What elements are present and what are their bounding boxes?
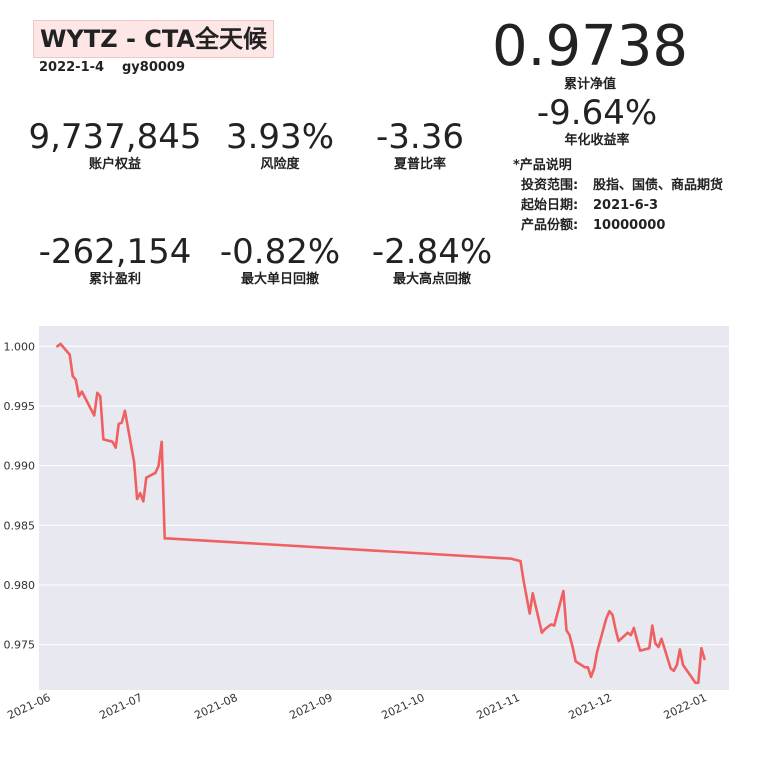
annual-return-metric: -9.64% 年化收益率 <box>497 94 697 150</box>
metric-value: -3.36 <box>376 117 464 157</box>
x-tick-label: 2022-01 <box>662 691 709 722</box>
x-tick-label: 2021-10 <box>380 691 427 722</box>
metric-value: -262,154 <box>38 232 192 272</box>
account-id: gy80009 <box>122 60 186 75</box>
annual-return-label: 年化收益率 <box>564 133 630 148</box>
x-axis: 2021-06 2021-07 2021-08 2021-09 2021-10 2021-… <box>5 691 708 722</box>
page-title: WYTZ - CTA全天候 <box>33 20 274 58</box>
metric-max-daily-drawdown: -0.82% 最大单日回撤 <box>195 233 365 289</box>
metric-profit: -262,154 累计盈利 <box>15 233 215 289</box>
y-tick-label: 0.975 <box>4 639 36 652</box>
x-tick-label: 2021-09 <box>288 691 335 722</box>
description-row: 产品份额: 10000000 <box>521 216 723 236</box>
nav-value: 0.9738 <box>492 14 688 79</box>
metric-value: 3.93% <box>225 117 334 157</box>
nav-metric: 0.9738 累计净值 <box>490 18 690 94</box>
nav-label: 累计净值 <box>563 77 616 92</box>
x-tick-label: 2021-08 <box>192 691 239 722</box>
metric-value: -2.84% <box>371 232 493 272</box>
grid-layer <box>39 345 729 646</box>
y-tick-label: 0.990 <box>4 460 36 473</box>
metric-label: 累计盈利 <box>88 272 141 287</box>
metric-label: 最大高点回撤 <box>392 272 471 287</box>
description-key: 起始日期: <box>521 198 579 213</box>
y-tick-label: 1.000 <box>4 340 36 353</box>
metric-sharpe: -3.36 夏普比率 <box>345 118 495 174</box>
description-row: 投资范围: 股指、国债、商品期货 <box>521 176 723 196</box>
description-row: 起始日期: 2021-6-3 <box>521 196 723 216</box>
description-key: 产品份额: <box>521 218 579 233</box>
metric-label: 风险度 <box>260 157 300 172</box>
x-tick-label: 2021-07 <box>97 691 144 722</box>
description-value: 股指、国债、商品期货 <box>593 178 724 193</box>
product-description: *产品说明 投资范围: 股指、国债、商品期货 起始日期: 2021-6-3 产品… <box>513 156 723 236</box>
metric-max-drawdown: -2.84% 最大高点回撤 <box>357 233 507 289</box>
annual-return-value: -9.64% <box>536 93 658 133</box>
metric-value: 9,737,845 <box>28 117 202 157</box>
plot-area <box>39 326 729 690</box>
x-tick-label: 2021-12 <box>567 691 614 722</box>
metric-label: 最大单日回撤 <box>240 272 319 287</box>
description-key: 投资范围: <box>521 178 579 193</box>
metric-label: 账户权益 <box>88 157 141 172</box>
x-tick-label: 2021-11 <box>475 691 522 722</box>
report-date: 2022-1-4 <box>39 60 105 75</box>
y-tick-label: 0.985 <box>4 519 36 532</box>
y-axis: 1.000 0.995 0.990 0.985 0.980 0.975 <box>4 340 36 651</box>
metric-risk: 3.93% 风险度 <box>195 118 365 174</box>
nav-series-line <box>56 342 706 685</box>
y-tick-label: 0.980 <box>4 579 36 592</box>
description-value: 10000000 <box>593 218 666 233</box>
y-tick-label: 0.995 <box>4 400 36 413</box>
description-heading: *产品说明 <box>513 158 572 173</box>
metric-value: -0.82% <box>219 232 341 272</box>
x-tick-label: 2021-06 <box>5 691 52 722</box>
description-value: 2021-6-3 <box>593 198 659 213</box>
metric-equity: 9,737,845 账户权益 <box>15 118 215 174</box>
metric-label: 夏普比率 <box>393 157 446 172</box>
